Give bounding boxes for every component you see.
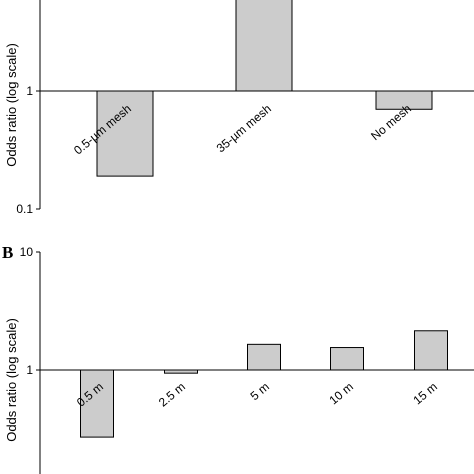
- y-tick-label: 10: [20, 245, 34, 259]
- bar-2: [164, 369, 198, 374]
- y-tick-label: 0.1: [16, 202, 33, 216]
- bar-1: [96, 90, 154, 177]
- bar-4: [330, 347, 364, 371]
- y-tick-label: 1: [26, 363, 33, 377]
- panel-letter: B: [2, 243, 13, 262]
- category-label: 10 m: [326, 380, 355, 408]
- category-label: 5 m: [248, 380, 272, 404]
- bar-3: [247, 343, 281, 371]
- bar-2: [235, 0, 293, 92]
- bar-1: [80, 369, 114, 438]
- y-axis-title: Odds ratio (log scale): [4, 43, 19, 167]
- category-label: 35-µm mesh: [214, 102, 274, 156]
- y-axis-title: Odds ratio (log scale): [4, 318, 19, 442]
- category-label: 15 m: [410, 380, 439, 408]
- bar-5: [414, 330, 448, 371]
- bar-3: [375, 90, 433, 110]
- category-label: 2.5 m: [156, 380, 188, 410]
- y-tick-label: 1: [26, 84, 33, 98]
